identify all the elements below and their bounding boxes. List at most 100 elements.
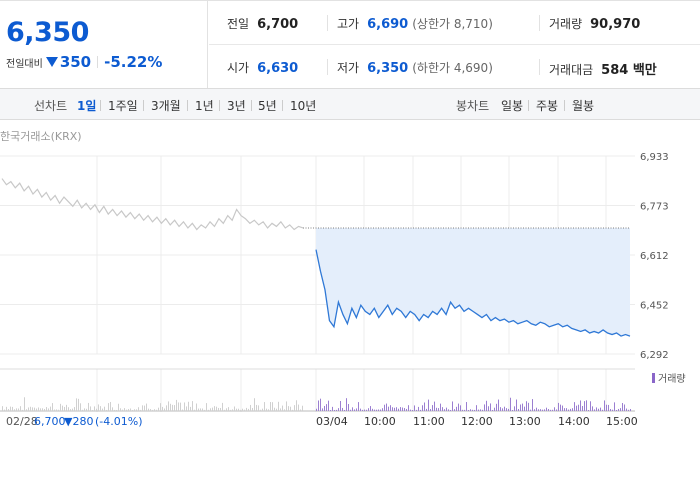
volume-bar [418, 406, 419, 411]
volume-bar [474, 409, 475, 411]
prev-day-close: 6,700 [34, 415, 66, 428]
volume-bar [602, 409, 603, 411]
volume-bar [32, 407, 33, 411]
volume-bar [496, 403, 497, 411]
low-label: 저가 [337, 61, 360, 75]
volume-bar [442, 407, 443, 411]
volume-bar [168, 401, 169, 411]
volume-bar [126, 409, 127, 411]
high-cell: 고가 6,690 (상한가 8,710) [337, 15, 493, 32]
volume-bar [548, 408, 549, 411]
volume-bar [382, 408, 383, 411]
volume-bar [388, 406, 389, 411]
tab-weekly-candle[interactable]: 주봉 [536, 99, 559, 113]
change-percent: -5.22% [104, 53, 163, 71]
y-tick-label: 6,452 [640, 301, 669, 312]
volume-bar [196, 403, 197, 411]
price-summary: 6,350 전일대비 350 -5.22% [0, 1, 208, 89]
quote-info-grid: 전일 6,700 고가 6,690 (상한가 8,710) 거래량 90,970… [209, 1, 700, 89]
volume-bar [342, 407, 343, 411]
prev-close-cell: 전일 6,700 [227, 15, 298, 32]
volume-bar [244, 409, 245, 411]
volume-bar [550, 409, 551, 411]
tab-daily-candle[interactable]: 일봉 [501, 99, 524, 113]
volume-bar [400, 407, 401, 411]
volume-legend-swatch [652, 373, 655, 383]
volume-bar [350, 409, 351, 411]
volume-bar [106, 409, 107, 411]
volume-bar [436, 407, 437, 411]
volume-bar [284, 409, 285, 411]
volume-bar [40, 408, 41, 411]
volume-bar [624, 404, 625, 411]
volume-bar [60, 403, 61, 411]
today-area [316, 227, 630, 337]
volume-bar [152, 409, 153, 411]
divider [327, 15, 328, 31]
volume-bar [224, 409, 225, 411]
volume-bar [18, 408, 19, 411]
volume-bar [142, 405, 143, 411]
volume-bar [504, 406, 505, 411]
tab-3year[interactable]: 3년 [227, 99, 246, 113]
volume-bar [296, 400, 297, 411]
volume-bar [626, 408, 627, 411]
volume-bar [326, 404, 327, 411]
volume-bar [480, 409, 481, 411]
tab-1year[interactable]: 1년 [195, 99, 214, 113]
tab-10year[interactable]: 10년 [290, 99, 317, 113]
tab-1week[interactable]: 1주일 [108, 99, 138, 113]
y-tick-label: 6,292 [640, 350, 669, 361]
volume-bar [386, 403, 387, 411]
volume-bar [206, 403, 207, 411]
volume-bar [280, 408, 281, 411]
volume-bar [376, 409, 377, 411]
volume-bar [236, 408, 237, 411]
x-tick-label: 03/04 [316, 415, 348, 428]
tab-monthly-candle[interactable]: 월봉 [572, 99, 595, 113]
volume-bar [250, 404, 251, 411]
volume-bar [302, 405, 303, 411]
y-tick-label: 6,773 [640, 202, 669, 213]
tab-5year[interactable]: 5년 [258, 99, 277, 113]
chart-series [1, 178, 631, 337]
volume-bar [138, 407, 139, 411]
volume-bar [102, 408, 103, 411]
volume-bar [156, 409, 157, 411]
volume-bar [598, 408, 599, 411]
volume-bar [56, 409, 57, 411]
divider [97, 56, 99, 68]
volume-bar [510, 397, 511, 411]
volume-bar [396, 407, 397, 411]
volume-bar [542, 409, 543, 411]
volume-bar [370, 406, 371, 411]
volume-bar [238, 408, 239, 411]
volume-bar [218, 407, 219, 411]
tab-1day[interactable]: 1일 [77, 99, 97, 113]
volume-bar [462, 409, 463, 411]
volume-bar [468, 409, 469, 411]
volume-bar [482, 409, 483, 411]
volume-bar [8, 409, 9, 411]
volume-bar [108, 403, 109, 411]
volume-bar [104, 406, 105, 411]
tab-3month[interactable]: 3개월 [151, 99, 181, 113]
volume-bar [190, 406, 191, 411]
volume-bar [122, 409, 123, 411]
volume-bar [502, 408, 503, 411]
volume-bar [348, 404, 349, 411]
volume-bar [538, 409, 539, 411]
volume-bar [144, 405, 145, 411]
volume-bar [484, 404, 485, 411]
volume-bar [454, 409, 455, 411]
volume-bar [100, 406, 101, 411]
volume-bar [10, 406, 11, 411]
volume-bar [76, 398, 77, 411]
volume-bar [318, 400, 319, 411]
volume-bar [234, 406, 235, 411]
x-tick-label: 10:00 [364, 415, 396, 428]
volume-bar [526, 401, 527, 411]
volume-bar [260, 409, 261, 411]
volume-bar [402, 407, 403, 411]
volume-bar [264, 402, 265, 411]
